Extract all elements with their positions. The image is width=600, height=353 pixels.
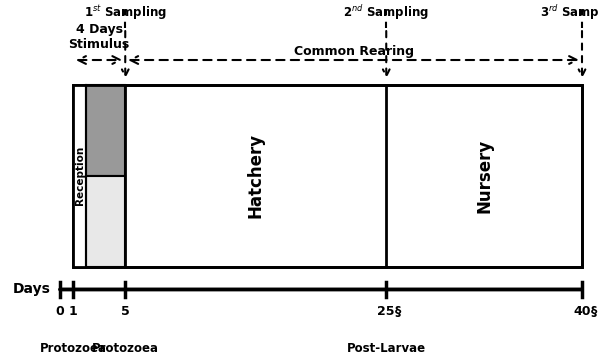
Text: 5: 5: [121, 305, 130, 318]
Text: Post-Larvae: Post-Larvae: [347, 342, 426, 353]
Text: Reception: Reception: [74, 146, 85, 205]
Text: CTL: CTL: [89, 121, 123, 139]
Text: 1$^{st}$ Sampling: 1$^{st}$ Sampling: [84, 4, 167, 22]
Text: Protozoea
Z3: Protozoea Z3: [92, 342, 159, 353]
Text: Hatchery: Hatchery: [247, 133, 265, 218]
Bar: [73, 85, 86, 267]
Text: Nursery: Nursery: [475, 138, 493, 213]
Text: §: §: [395, 305, 401, 318]
Text: Protozoea
Z1: Protozoea Z1: [40, 342, 107, 353]
Bar: [86, 85, 125, 175]
Text: Common Rearing: Common Rearing: [293, 45, 413, 58]
Text: §: §: [591, 305, 598, 318]
Text: 3$^{rd}$ Sampling: 3$^{rd}$ Sampling: [540, 4, 600, 23]
Text: 4 Days
Stimulus: 4 Days Stimulus: [68, 23, 130, 51]
Bar: [86, 175, 125, 267]
Text: 2$^{nd}$ Sampling: 2$^{nd}$ Sampling: [343, 4, 429, 23]
Text: 0: 0: [56, 305, 64, 318]
Text: RES: RES: [88, 212, 124, 230]
Text: 25: 25: [377, 305, 395, 318]
Text: Days: Days: [13, 282, 51, 297]
Text: 40: 40: [573, 305, 591, 318]
Text: 1: 1: [68, 305, 77, 318]
